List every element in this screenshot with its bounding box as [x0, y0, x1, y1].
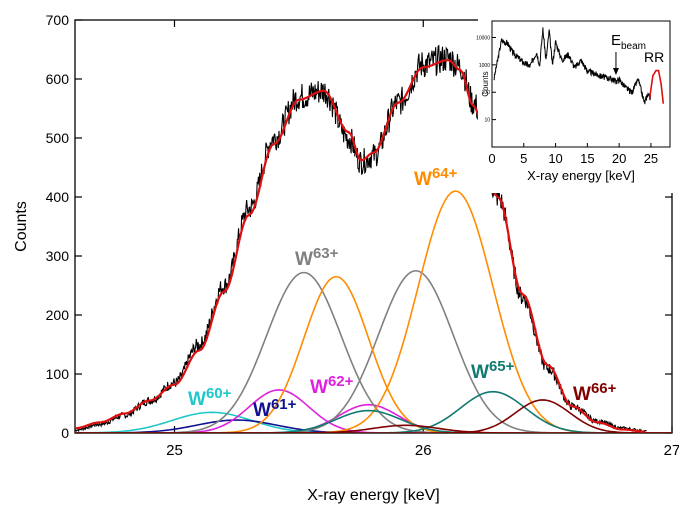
inset-x-tick-label: 10: [548, 151, 562, 166]
label-w60plus: W60+: [188, 385, 232, 410]
main-plot-area: [75, 44, 672, 433]
x-axis-label: X-ray energy [keV]: [307, 487, 440, 504]
inset-y-tick-label: 10: [484, 118, 490, 124]
x-tick-label: 25: [166, 442, 183, 459]
y-tick-label: 600: [46, 71, 70, 87]
ebeam-arrow-head: [612, 68, 619, 75]
label-charge: 60+: [206, 385, 232, 402]
ebeam-label-base: E: [611, 32, 621, 49]
label-w61plus: W61+: [253, 396, 297, 421]
inset-x-tick-label: 5: [520, 151, 527, 166]
inset-y-tick-label: 10000: [476, 35, 490, 41]
label-charge: 64+: [432, 165, 458, 182]
label-charge: 63+: [313, 245, 339, 262]
component-curve-65plus: [75, 409, 672, 433]
x-tick-label: 26: [415, 442, 432, 459]
label-charge: 61+: [271, 396, 297, 413]
label-base: W: [295, 249, 313, 270]
inset-x-tick-label: 20: [612, 151, 626, 166]
label-base: W: [414, 169, 432, 190]
y-tick-label: 500: [46, 130, 70, 146]
inset-y-axis-label: Counts: [481, 71, 490, 96]
y-tick-label: 700: [46, 12, 70, 28]
component-curve-66plus: [75, 399, 672, 433]
y-tick-label: 300: [46, 248, 70, 264]
label-charge: 65+: [489, 358, 515, 375]
label-charge: 62+: [328, 373, 354, 390]
inset-y-tick-label: 100: [482, 90, 491, 96]
y-tick-label: 400: [46, 189, 70, 205]
rr-label: RR: [644, 49, 664, 65]
inset-plot: 0 5 10 15 20 25 10 100 1000 10000 X-ray energy [ke…: [476, 19, 675, 193]
label-base: W: [188, 389, 206, 410]
label-w62plus: W62+: [310, 373, 354, 398]
label-w65plus: W65+: [471, 358, 515, 383]
inset-spectrum-line: [493, 27, 652, 105]
ebeam-label: Ebeam: [611, 32, 646, 52]
label-base: W: [573, 384, 591, 405]
inset-x-tick-label: 15: [580, 151, 594, 166]
label-base: W: [310, 377, 328, 398]
label-w64plus: W64+: [414, 165, 458, 190]
inset-x-tick-label: 25: [644, 151, 658, 166]
label-w63plus: W63+: [295, 245, 339, 270]
inset-y-tick-label: 1000: [479, 63, 490, 69]
component-curve-64plus: [75, 275, 672, 433]
component-curve-66plus: [75, 424, 672, 433]
inset-x-axis-label: X-ray energy [keV]: [527, 168, 635, 183]
y-axis-label: Counts: [13, 201, 30, 252]
x-tick-label: 27: [664, 442, 679, 459]
inset-plot-area: [493, 27, 665, 105]
y-tick-label: 0: [61, 425, 69, 441]
inset-x-tick-label: 0: [488, 151, 495, 166]
label-charge: 66+: [591, 380, 617, 397]
ebeam-label-sub: beam: [621, 41, 646, 52]
y-tick-label: 200: [46, 307, 70, 323]
inset-rr-line: [648, 69, 665, 104]
inset-frame: [491, 20, 671, 148]
fit-line: [75, 59, 645, 433]
y-tick-label: 100: [46, 366, 70, 382]
label-w66plus: W66+: [573, 380, 617, 405]
label-base: W: [471, 362, 489, 383]
label-base: W: [253, 400, 271, 421]
